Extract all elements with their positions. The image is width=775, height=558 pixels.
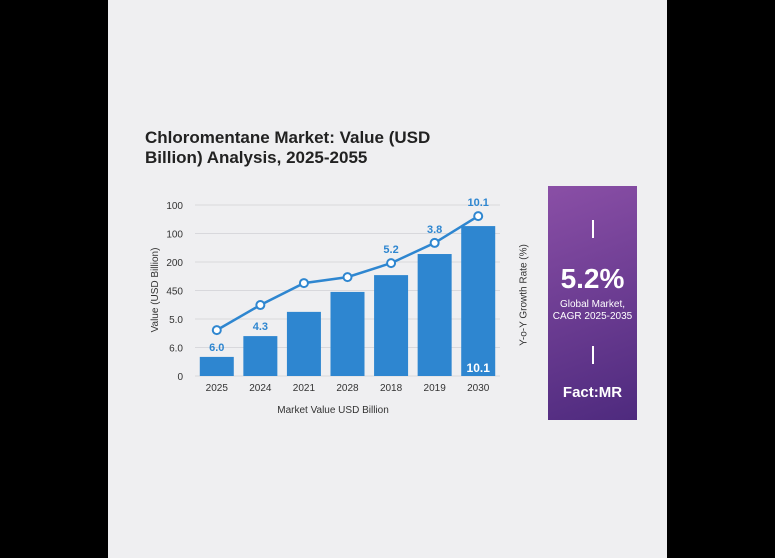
line-point-2025 bbox=[211, 325, 222, 336]
bar-2030 bbox=[461, 226, 496, 376]
line-point-2018 bbox=[386, 258, 397, 269]
x-tick-label: 2030 bbox=[467, 383, 490, 394]
factmr-logo: Fact:MR bbox=[562, 384, 623, 401]
data-label: 10.1 bbox=[468, 197, 489, 209]
bar-2028 bbox=[330, 291, 365, 376]
data-label: 3.8 bbox=[427, 224, 442, 236]
line-point-2019 bbox=[429, 237, 440, 248]
data-label: 6.0 bbox=[209, 342, 224, 354]
bar-2021 bbox=[286, 311, 321, 376]
y-tick-label: 450 bbox=[166, 287, 183, 298]
y-tick-label: 6.0 bbox=[169, 344, 183, 355]
x-tick-label: 2028 bbox=[336, 383, 359, 394]
bar-2024 bbox=[243, 336, 278, 376]
bar-inner-label: 10.1 bbox=[467, 361, 491, 375]
x-tick-label: 2018 bbox=[380, 383, 403, 394]
y2-axis-label: Y-o-Y Growth Rate (%) bbox=[518, 244, 530, 346]
line-point-2021 bbox=[298, 278, 309, 289]
bar-2025 bbox=[199, 356, 234, 376]
y-tick-label: 100 bbox=[166, 201, 183, 212]
chart-title: Chloromentane Market: Value (USD Billion… bbox=[145, 128, 431, 167]
data-label: 4.3 bbox=[253, 321, 268, 333]
divider bbox=[592, 346, 594, 364]
divider bbox=[592, 220, 594, 238]
cagr-card: 5.2% Global Market, CAGR 2025-2035 Fact:M… bbox=[548, 186, 637, 420]
cagr-caption: Global Market, CAGR 2025-2035 bbox=[548, 299, 637, 323]
line-point-2030 bbox=[473, 211, 484, 222]
line-point-2028 bbox=[342, 272, 353, 283]
y-tick-label: 0 bbox=[177, 372, 183, 383]
caption-line1: Global Market, bbox=[559, 299, 626, 310]
y-tick-label: 5.0 bbox=[169, 315, 183, 326]
x-tick-label: 2019 bbox=[424, 383, 447, 394]
data-label: 5.2 bbox=[383, 244, 398, 256]
x-tick-label: 2024 bbox=[249, 383, 272, 394]
y-tick-label: 100 bbox=[166, 230, 183, 241]
x-tick-label: 2025 bbox=[206, 383, 229, 394]
caption-line2: CAGR 2025-2035 bbox=[552, 311, 633, 322]
bar-2018 bbox=[374, 275, 409, 376]
x-axis-label: Market Value USD Billion bbox=[277, 405, 389, 416]
x-tick-label: 2021 bbox=[293, 383, 316, 394]
y-axis-label: Value (USD Billion) bbox=[150, 248, 161, 333]
bar-2019 bbox=[417, 254, 452, 376]
line-point-2024 bbox=[255, 300, 266, 311]
y-tick-label: 200 bbox=[166, 258, 183, 269]
cagr-value: 5.2% bbox=[560, 263, 625, 294]
